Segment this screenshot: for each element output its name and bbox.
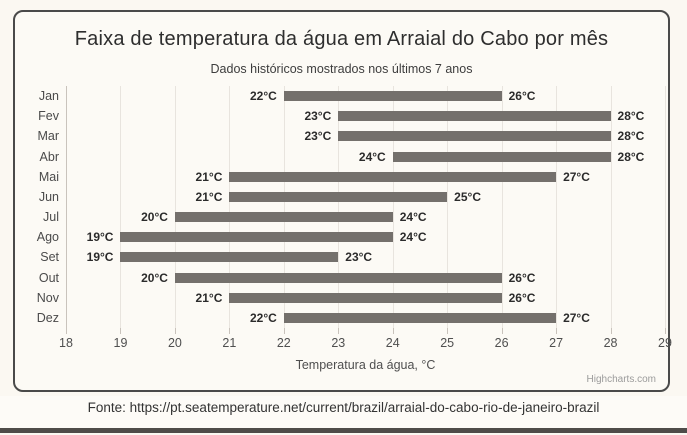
source-text: Fonte: https://pt.seatemperature.net/cur…: [87, 400, 600, 415]
x-tick-label-29: 29: [658, 336, 672, 350]
x-tick-label-26: 26: [494, 336, 509, 350]
x-tick-label-28: 28: [603, 336, 618, 350]
high-value-label-out: 26°C: [508, 270, 536, 285]
low-value-label-mar: 23°C: [304, 129, 332, 144]
range-bar-nov: [229, 292, 502, 303]
gridline-20: [174, 86, 176, 328]
y-axis-label-abr: Abr: [39, 149, 59, 164]
x-axis-title: Temperatura da água, °C: [295, 358, 436, 372]
high-value-label-jun: 25°C: [454, 189, 481, 204]
low-value-label-set: 19°C: [86, 250, 114, 265]
y-axis-label-set: Set: [40, 250, 59, 265]
range-bar-mar: [338, 131, 611, 142]
high-value-label-abr: 28°C: [617, 149, 645, 164]
tick-mark-18: [66, 328, 67, 334]
highcharts-credit-link[interactable]: Highcharts.com: [586, 374, 656, 385]
y-axis-label-ago: Ago: [36, 230, 59, 245]
tick-mark-21: [229, 328, 231, 334]
gridline-23: [338, 86, 340, 328]
range-bar-fev: [338, 111, 611, 122]
high-value-label-ago: 24°C: [399, 230, 427, 245]
tick-mark-26: [501, 328, 503, 334]
tick-mark-22: [283, 328, 285, 334]
x-tick-label-20: 20: [167, 336, 182, 350]
tick-mark-25: [447, 328, 449, 334]
gridline-27: [556, 86, 558, 328]
y-axis-label-jun: Jun: [38, 189, 59, 204]
x-tick-label-23: 23: [331, 336, 346, 350]
gridline-24: [392, 86, 394, 328]
x-tick-label-27: 27: [549, 336, 564, 350]
tick-mark-20: [174, 328, 176, 334]
y-axis-label-out: Out: [38, 270, 59, 285]
x-tick-label-21: 21: [222, 336, 237, 350]
y-axis-label-mai: Mai: [38, 169, 59, 184]
high-value-label-jul: 24°C: [399, 210, 427, 225]
range-bar-mai: [229, 171, 557, 182]
high-value-label-set: 23°C: [345, 250, 373, 265]
high-value-label-mar: 28°C: [617, 129, 645, 144]
y-axis-line: [66, 86, 67, 328]
chart-subtitle: Dados históricos mostrados nos últimos 7…: [210, 62, 473, 76]
chart-panel: Faixa de temperatura da água em Arraial …: [13, 10, 672, 392]
range-bar-set: [120, 252, 339, 263]
tick-mark-27: [556, 328, 558, 334]
range-bar-abr: [392, 151, 611, 162]
y-axis-label-jan: Jan: [38, 89, 59, 104]
x-tick-label-18: 18: [59, 336, 73, 350]
gridline-29: [665, 86, 666, 328]
low-value-label-fev: 23°C: [304, 109, 332, 124]
low-value-label-jan: 22°C: [250, 89, 277, 104]
tick-mark-29: [665, 328, 666, 334]
tick-mark-24: [392, 328, 394, 334]
low-value-label-nov: 21°C: [195, 290, 223, 305]
low-value-label-jul: 20°C: [141, 210, 168, 225]
tick-mark-23: [338, 328, 340, 334]
low-value-label-jun: 21°C: [195, 189, 223, 204]
y-axis-label-nov: Nov: [36, 290, 59, 305]
range-bar-dez: [283, 312, 557, 323]
plot-area: 18 19 20 21 22 23 24 25 26 27 28 29 Jan 22°C 26°C Fev 23…: [37, 86, 672, 350]
x-tick-label-24: 24: [385, 336, 400, 350]
high-value-label-dez: 27°C: [563, 310, 590, 325]
y-axis-label-dez: Dez: [36, 310, 59, 325]
high-value-label-fev: 28°C: [617, 109, 645, 124]
chart-title: Faixa de temperatura da água em Arraial …: [74, 28, 609, 50]
y-axis-label-mar: Mar: [37, 129, 59, 144]
range-bar-jan: [283, 91, 502, 102]
low-value-label-dez: 22°C: [250, 310, 277, 325]
bottom-divider: [0, 428, 687, 433]
y-axis-label-jul: Jul: [43, 210, 59, 225]
low-value-label-out: 20°C: [141, 270, 168, 285]
gridline-28: [610, 86, 612, 328]
high-value-label-mai: 27°C: [563, 169, 590, 184]
low-value-label-mai: 21°C: [195, 169, 223, 184]
range-bar-jun: [229, 191, 448, 202]
x-tick-label-22: 22: [276, 336, 291, 350]
gridline-19: [120, 86, 122, 328]
gridline-22: [283, 86, 285, 328]
range-bar-out: [174, 272, 502, 283]
low-value-label-abr: 24°C: [358, 149, 386, 164]
range-bar-jul: [174, 212, 393, 223]
range-bar-ago: [120, 232, 393, 243]
high-value-label-nov: 26°C: [508, 290, 536, 305]
tick-mark-19: [120, 328, 122, 334]
tick-mark-28: [610, 328, 612, 334]
gridline-25: [447, 86, 449, 328]
y-axis-label-fev: Fev: [38, 109, 59, 124]
x-tick-label-25: 25: [440, 336, 455, 350]
source-footer: Fonte: https://pt.seatemperature.net/cur…: [0, 396, 687, 428]
gridline-21: [229, 86, 231, 328]
x-tick-label-19: 19: [113, 336, 128, 350]
high-value-label-jan: 26°C: [508, 89, 536, 104]
gridline-26: [501, 86, 503, 328]
low-value-label-ago: 19°C: [86, 230, 114, 245]
